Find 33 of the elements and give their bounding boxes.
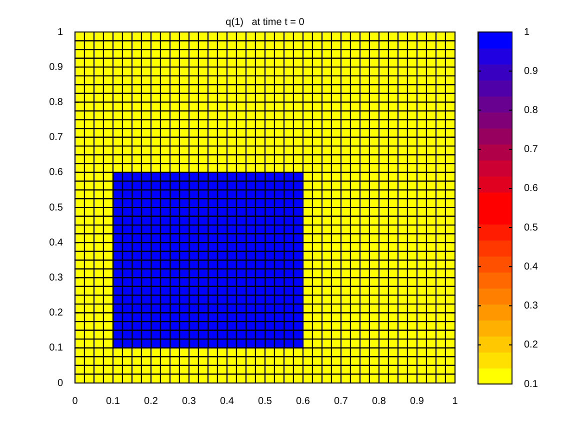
color-bar-label: 1 — [524, 26, 530, 38]
color-bar-label: 0.8 — [524, 104, 538, 116]
x-tick-label: 0 — [72, 396, 78, 407]
x-tick-label: 0.8 — [372, 396, 386, 407]
chart-title: q(1) at time t = 0 — [226, 16, 305, 28]
color-bar-label: 0.9 — [524, 66, 538, 77]
x-tick-label: 0.3 — [182, 396, 196, 407]
color-bar-label: 0.7 — [524, 144, 538, 156]
color-bar-label: 0.5 — [524, 222, 538, 234]
y-tick-label: 0.6 — [49, 167, 64, 178]
color-bar-label: 0.1 — [524, 378, 538, 390]
y-tick-label: 0 — [57, 378, 64, 389]
x-tick-label: 0.6 — [296, 396, 310, 407]
x-tick-label: 0.5 — [258, 396, 272, 407]
x-tick-label: 0.1 — [106, 396, 120, 407]
color-bar-label: 0.2 — [524, 340, 538, 351]
x-tick-label: 0.7 — [334, 396, 348, 407]
color-bar-label: 0.4 — [524, 261, 538, 272]
y-tick-label: 0.4 — [49, 237, 64, 248]
y-tick-label: 0.8 — [49, 96, 64, 108]
y-tick-label: 0.3 — [49, 272, 64, 284]
y-tick-label: 0.2 — [49, 308, 64, 319]
y-tick-label: 0.1 — [49, 342, 64, 354]
x-tick-label: 0.2 — [144, 396, 158, 407]
x-tick-label: 0.9 — [410, 396, 424, 407]
y-tick-label: 0.9 — [49, 62, 64, 73]
y-tick-label: 0.7 — [49, 132, 64, 144]
y-tick-label: 1 — [57, 26, 64, 38]
color-bar-label: 0.3 — [524, 300, 538, 312]
x-tick-label: 1 — [452, 396, 458, 407]
color-bar-label: 0.6 — [524, 183, 538, 194]
x-tick-label: 0.4 — [220, 396, 234, 407]
y-tick-label: 0.5 — [49, 202, 64, 214]
